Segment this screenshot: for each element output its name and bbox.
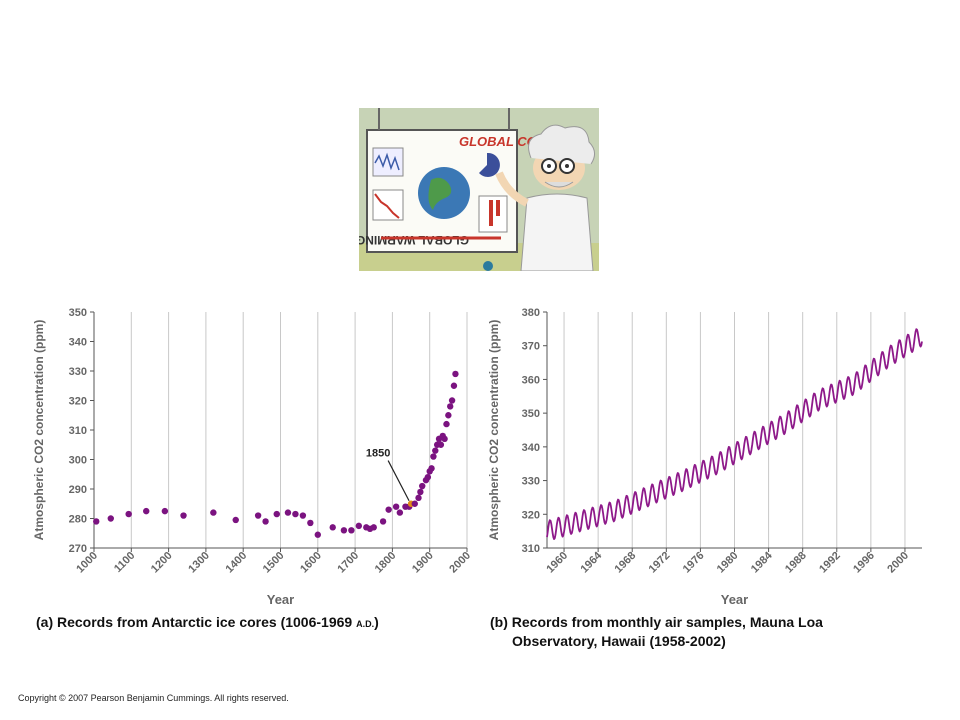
ice-core-x-tick-label: 1800 bbox=[373, 550, 399, 576]
data-point bbox=[447, 403, 454, 410]
mauna-loa-x-tick-label: 1976 bbox=[681, 550, 707, 576]
data-point bbox=[452, 370, 459, 378]
mauna-loa-x-tick-label: 1996 bbox=[851, 550, 877, 576]
data-point bbox=[314, 531, 321, 538]
data-point bbox=[385, 506, 392, 513]
ice-core-x-tick-label: 1900 bbox=[410, 550, 436, 576]
data-point bbox=[93, 518, 100, 525]
data-point bbox=[355, 522, 363, 530]
ice-core-x-tick-label: 1700 bbox=[335, 550, 361, 576]
data-point bbox=[396, 509, 404, 516]
data-point bbox=[419, 482, 426, 490]
data-point bbox=[417, 488, 424, 496]
data-point bbox=[415, 494, 422, 502]
ice-core-y-tick-label: 330 bbox=[69, 366, 87, 378]
data-point bbox=[210, 509, 217, 516]
data-point bbox=[143, 507, 150, 515]
data-point bbox=[448, 397, 456, 404]
data-point bbox=[254, 512, 262, 519]
data-point bbox=[329, 524, 336, 531]
ice-core-x-tick-label: 1100 bbox=[112, 550, 137, 575]
ice-core-y-tick-label: 280 bbox=[69, 514, 87, 526]
data-point bbox=[262, 518, 269, 525]
mauna-loa-y-tick-label: 380 bbox=[522, 307, 540, 319]
ice-core-y-tick-label: 310 bbox=[69, 425, 87, 437]
annotation-leader-line bbox=[387, 460, 410, 502]
ice-core-y-axis-title: Atmospheric CO2 concentration (ppm) bbox=[32, 320, 46, 541]
data-point bbox=[348, 527, 355, 534]
caption-b-line2: Observatory, Hawaii (1958-2002) bbox=[512, 633, 726, 649]
ice-core-y-tick-label: 300 bbox=[69, 455, 87, 467]
caption-b-line1: (b) Records from monthly air samples, Ma… bbox=[490, 614, 823, 630]
mauna-loa-x-tick-label: 1968 bbox=[613, 550, 639, 576]
data-point bbox=[161, 507, 169, 515]
mauna-loa-x-tick-label: 1980 bbox=[715, 550, 741, 576]
data-point bbox=[370, 524, 377, 531]
data-point bbox=[428, 465, 435, 472]
data-point bbox=[107, 515, 114, 522]
mauna-loa-x-tick-label: 1988 bbox=[783, 550, 809, 576]
mauna-loa-y-tick-label: 370 bbox=[522, 341, 540, 353]
data-point bbox=[180, 512, 187, 519]
mauna-loa-y-tick-label: 320 bbox=[522, 509, 540, 521]
mauna-loa-x-tick-label: 2000 bbox=[885, 550, 911, 576]
mauna-loa-y-tick-label: 350 bbox=[522, 408, 540, 420]
scientist-cartoon: GLOBAL COOLING GLOBAL WARMING bbox=[356, 108, 599, 272]
ice-core-y-tick-label: 290 bbox=[69, 484, 87, 496]
ice-core-y-tick-label: 340 bbox=[69, 337, 87, 349]
mauna-loa-x-axis-title: Year bbox=[721, 592, 748, 607]
data-point bbox=[292, 510, 299, 518]
ice-core-y-tick-label: 270 bbox=[69, 543, 87, 555]
caption-b: (b) Records from monthly air samples, Ma… bbox=[490, 613, 910, 651]
mauna-loa-y-tick-label: 360 bbox=[522, 374, 540, 386]
data-point bbox=[411, 500, 418, 507]
mauna-loa-x-tick-label: 1984 bbox=[749, 549, 775, 575]
caption-a-ad: A.D. bbox=[356, 619, 375, 629]
data-point bbox=[424, 474, 432, 481]
caption-a-text: (a) Records from Antarctic ice cores (10… bbox=[36, 614, 357, 630]
ice-core-x-tick-label: 1400 bbox=[224, 550, 250, 576]
data-point bbox=[125, 510, 132, 518]
mauna-loa-x-tick-label: 1972 bbox=[647, 550, 673, 576]
ice-core-x-tick-label: 1600 bbox=[298, 550, 324, 576]
ice-core-x-tick-label: 1200 bbox=[149, 550, 175, 576]
data-point bbox=[379, 518, 387, 525]
data-point bbox=[443, 420, 450, 428]
mauna-loa-y-tick-label: 340 bbox=[522, 442, 540, 454]
ice-core-co2-chart: 270 280 290 300 310 320 330 340 350 1000 1100 1200 1… bbox=[30, 298, 475, 610]
mauna-loa-x-tick-label: 1992 bbox=[817, 550, 843, 576]
ice-core-y-tick-label: 320 bbox=[69, 396, 87, 408]
data-point bbox=[432, 447, 439, 454]
copyright-notice: Copyright © 2007 Pearson Benjamin Cummin… bbox=[18, 693, 289, 703]
data-point bbox=[430, 453, 437, 460]
data-point bbox=[299, 512, 307, 519]
caption-a-end: ) bbox=[374, 614, 379, 630]
ice-core-x-tick-label: 2000 bbox=[447, 550, 473, 576]
co2-monthly-series-line bbox=[546, 328, 923, 541]
data-point bbox=[232, 516, 239, 524]
data-point bbox=[392, 503, 400, 510]
data-point bbox=[273, 510, 280, 518]
ice-core-x-axis-title: Year bbox=[267, 592, 294, 607]
board-bottom-text: GLOBAL WARMING bbox=[359, 233, 469, 247]
ice-core-y-tick-label: 350 bbox=[69, 307, 87, 319]
data-point bbox=[441, 435, 448, 443]
mauna-loa-y-tick-label: 330 bbox=[522, 476, 540, 488]
data-point bbox=[450, 382, 458, 389]
data-point bbox=[437, 441, 445, 448]
mauna-loa-y-tick-label: 310 bbox=[522, 543, 540, 555]
annotation-1850-label: 1850 bbox=[366, 448, 390, 460]
data-point bbox=[307, 519, 314, 527]
data-point bbox=[445, 412, 452, 419]
ice-core-x-tick-label: 1500 bbox=[261, 550, 287, 576]
mauna-loa-y-axis-title: Atmospheric CO2 concentration (ppm) bbox=[487, 320, 501, 541]
ice-core-x-tick-label: 1300 bbox=[186, 550, 212, 576]
mauna-loa-co2-chart: 310 320 330 340 350 360 370 380 1960 1964 1968 1972… bbox=[485, 298, 930, 610]
mauna-loa-x-tick-label: 1964 bbox=[578, 549, 604, 575]
caption-a: (a) Records from Antarctic ice cores (10… bbox=[36, 613, 476, 634]
data-point bbox=[284, 509, 292, 516]
mauna-loa-x-tick-label: 1960 bbox=[544, 550, 570, 576]
data-point bbox=[340, 527, 348, 534]
